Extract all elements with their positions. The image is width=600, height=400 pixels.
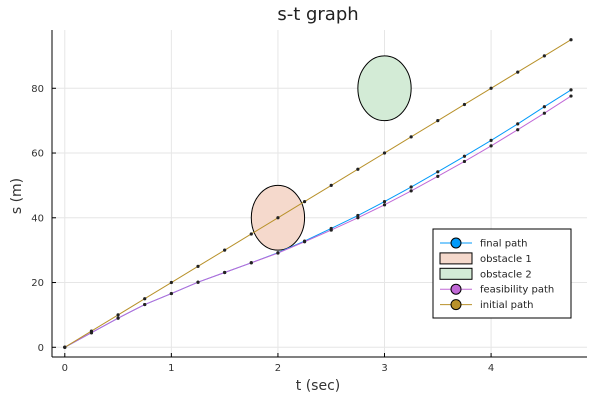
feasibility-path-point: [169, 291, 173, 296]
initial-path-point: [143, 297, 147, 301]
final-path-point: [382, 199, 387, 204]
feasibility-path-point: [409, 189, 413, 193]
legend-marker-feasibility-path: [450, 283, 462, 295]
legend-label-initial-path: initial path: [480, 300, 533, 311]
feasibility-path-point: [143, 302, 147, 307]
legend-label-final-path: final path: [480, 239, 527, 250]
initial-path-point: [302, 199, 307, 204]
x-tick-label: 1: [168, 363, 174, 374]
feasibility-path-point: [462, 159, 467, 164]
initial-path-point: [89, 329, 94, 333]
feasibility-path-point: [196, 280, 200, 284]
final-path-point: [409, 185, 413, 189]
initial-path-point: [462, 102, 467, 107]
final-path-point: [462, 154, 467, 158]
initial-path-point: [409, 135, 413, 139]
initial-path-point: [382, 151, 387, 155]
initial-path-point: [276, 216, 280, 220]
feasibility-path-point: [249, 261, 253, 265]
initial-path-point: [63, 345, 67, 349]
feasibility-path-point: [223, 270, 227, 275]
feasibility-path-point: [542, 111, 546, 115]
y-axis-label: s (m): [9, 178, 25, 214]
legend-label-feasibility-path: feasibility path: [480, 285, 554, 296]
feasibility-path-point: [516, 128, 520, 132]
initial-path-point: [516, 70, 520, 74]
feasibility-path-point: [356, 216, 360, 220]
legend-marker-initial-path: [450, 299, 462, 311]
series-group: [63, 38, 573, 349]
legend-swatch-obstacle-2: [439, 267, 473, 280]
x-tick-label: 0: [62, 363, 68, 374]
feasibility-path-point: [489, 144, 493, 148]
initial-path-point: [569, 38, 573, 42]
chart-title: s-t graph: [277, 4, 358, 25]
feasibility-path-point: [276, 251, 280, 255]
initial-path-point: [542, 54, 546, 58]
legend: final path obstacle 1 obstacle 2 feasibilit…: [432, 228, 572, 319]
feasibility-path-point: [329, 228, 333, 232]
final-path-point: [489, 138, 493, 143]
legend-label-obstacle-2: obstacle 2: [480, 269, 532, 280]
final-path-point: [569, 88, 573, 92]
legend-marker-final-path: [450, 237, 462, 249]
initial-path-point: [356, 167, 360, 171]
initial-path-point: [169, 280, 173, 285]
x-tick-label: 3: [381, 363, 387, 374]
feasibility-path-point: [569, 94, 573, 98]
feasibility-path-line: [64, 95, 572, 348]
y-tick-label: 60: [31, 149, 44, 160]
feasibility-path-point: [302, 240, 307, 244]
initial-path-point: [196, 264, 200, 268]
initial-path-point: [116, 313, 120, 317]
legend-label-obstacle-1: obstacle 1: [480, 254, 532, 265]
feasibility-path-point: [382, 203, 387, 207]
y-tick-label: 40: [31, 213, 44, 224]
initial-path-point: [249, 232, 253, 236]
y-tick-label: 0: [38, 343, 44, 354]
final-path-point: [542, 105, 546, 109]
x-tick-label: 4: [488, 363, 494, 374]
initial-path-point: [489, 86, 493, 90]
final-path-point: [356, 213, 360, 218]
x-tick-label: 2: [275, 363, 281, 374]
initial-path-point: [223, 248, 227, 252]
initial-path-point: [329, 183, 333, 188]
y-tick-label: 80: [31, 84, 44, 95]
final-path-point: [436, 170, 440, 174]
feasibility-path-point: [116, 316, 120, 320]
feasibility-path-point: [436, 174, 440, 178]
initial-path-point: [436, 119, 440, 123]
legend-swatch-obstacle-1: [439, 252, 473, 265]
initial-path-line: [64, 39, 572, 348]
x-axis-label: t (sec): [296, 378, 340, 394]
grid: [52, 30, 587, 357]
obstacle-2-ellipse: [357, 55, 412, 122]
final-path-point: [516, 122, 520, 126]
y-tick-label: 20: [31, 278, 44, 289]
